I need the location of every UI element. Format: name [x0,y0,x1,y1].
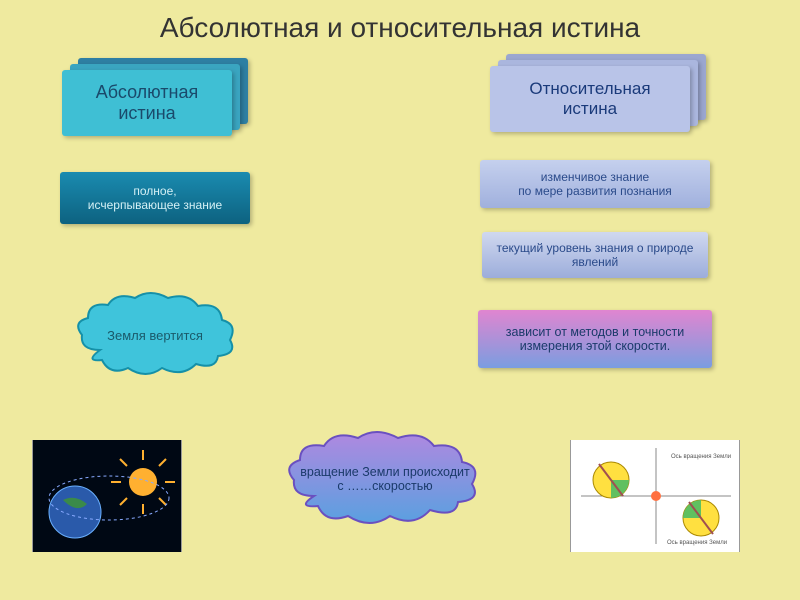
relative-box-3: зависит от методов и точности измерения … [478,310,712,368]
svg-text:Ось вращения Земли: Ось вращения Земли [667,540,727,546]
svg-text:Ось вращения Земли: Ось вращения Земли [671,454,731,460]
relative-header-stack: Относительная истина [490,66,690,132]
absolute-header-label: Абсолютная истина [70,82,224,124]
relative-box-1-label: изменчивое знание по мере развития позна… [518,170,672,198]
relative-box-3-label: зависит от методов и точности измерения … [486,325,704,353]
earth-spins-cloud: Земля вертится [70,290,240,380]
relative-header-label: Относительная истина [529,79,650,119]
relative-box-2: текущий уровень знания о природе явлений [482,232,708,278]
axis-diagram-image: Ось вращения Земли Ось вращения Земли [570,440,740,552]
rotation-speed-cloud: вращение Земли происходит с ……скоростью [280,428,490,530]
absolute-box-1-label: полное, исчерпывающее знание [88,184,222,212]
earth-sun-icon [33,440,181,552]
absolute-header: Абсолютная истина [62,70,232,136]
page-title: Абсолютная и относительная истина [0,0,800,44]
rotation-speed-cloud-label: вращение Земли происходит с ……скоростью [298,465,472,493]
relative-header: Относительная истина [490,66,690,132]
absolute-header-stack: Абсолютная истина [62,70,232,136]
axis-diagram-icon: Ось вращения Земли Ось вращения Земли [571,440,739,552]
absolute-box-1: полное, исчерпывающее знание [60,172,250,224]
earth-spins-cloud-label: Земля вертится [107,328,203,343]
earth-sun-image [32,440,182,552]
relative-box-1: изменчивое знание по мере развития позна… [480,160,710,208]
relative-box-2-label: текущий уровень знания о природе явлений [490,241,700,269]
